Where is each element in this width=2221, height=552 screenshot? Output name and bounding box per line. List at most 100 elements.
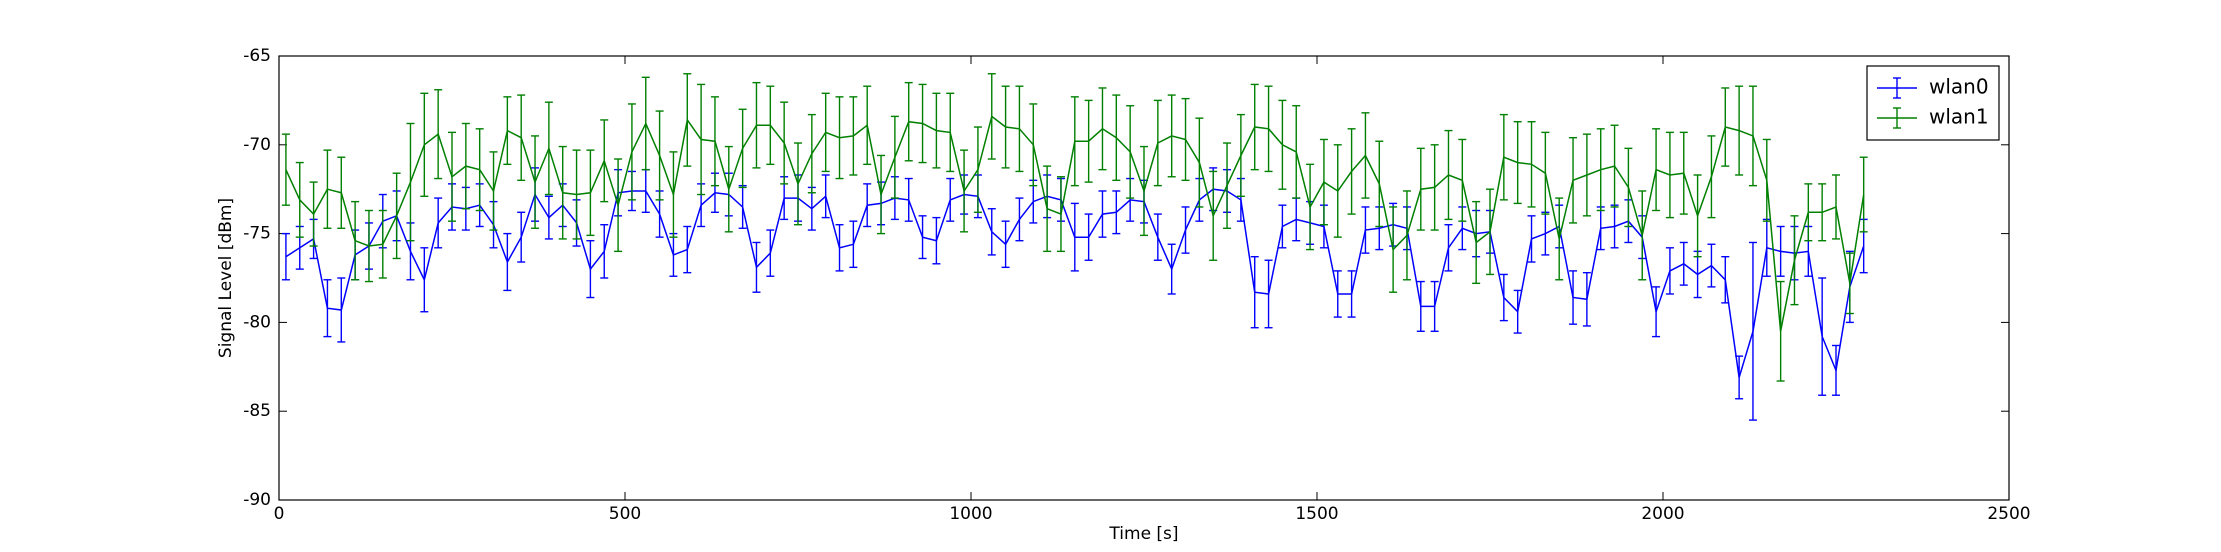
error-bar (946, 177, 955, 222)
error-bar (461, 122, 470, 210)
legend-label: wlan0 (1929, 75, 1989, 99)
error-bar (1679, 131, 1688, 215)
error-bar (1707, 243, 1716, 288)
error-bar (863, 183, 872, 228)
error-bar (378, 209, 387, 279)
error-bar (1347, 270, 1356, 318)
y-tick-label: -75 (243, 224, 271, 244)
error-bar (558, 145, 567, 240)
error-bar (1444, 224, 1453, 272)
error-bar (1167, 243, 1176, 295)
error-bar (1707, 135, 1716, 219)
error-bar (1804, 183, 1813, 242)
error-bar (1527, 215, 1536, 263)
error-bar (766, 229, 775, 277)
error-bar (1250, 83, 1259, 171)
error-bar (890, 115, 899, 199)
error-bar (738, 108, 747, 189)
error-bar (1264, 259, 1273, 329)
error-bar (1029, 103, 1038, 187)
error-bar (1278, 99, 1287, 190)
x-tick-label: 1000 (949, 504, 992, 524)
error-bar (1693, 174, 1702, 258)
y-tick-label: -70 (243, 135, 271, 155)
error-bar (835, 224, 844, 272)
y-axis-label: Signal Level [dBm] (216, 198, 236, 358)
error-bar (281, 232, 290, 281)
error-bar (281, 133, 290, 206)
error-bar (821, 174, 830, 219)
error-bar (309, 181, 318, 247)
error-bar (849, 96, 858, 176)
legend-label: wlan1 (1929, 105, 1989, 129)
error-bar (683, 73, 692, 167)
error-bar (1430, 144, 1439, 231)
error-bar (1361, 112, 1370, 199)
error-bar (946, 92, 955, 173)
error-bar (1347, 128, 1356, 215)
error-bar (697, 83, 706, 196)
error-bar (918, 215, 927, 260)
error-bar (351, 200, 360, 281)
error-bar (1015, 197, 1024, 242)
error-bar (1735, 355, 1744, 400)
error-bar (1721, 255, 1730, 304)
error-bar (1043, 165, 1052, 253)
error-bar (517, 211, 526, 263)
error-bar (1098, 87, 1107, 171)
error-bar (1527, 121, 1536, 208)
error-bar (1652, 128, 1661, 212)
error-bar (503, 232, 512, 292)
error-bar (1582, 133, 1591, 217)
error-bar (877, 154, 886, 235)
error-bar (710, 96, 719, 187)
error-bar (503, 96, 512, 166)
error-bar (987, 208, 996, 256)
error-bar (1569, 270, 1578, 325)
error-bar (1832, 344, 1840, 396)
error-bar (918, 83, 927, 164)
error-bar (821, 92, 830, 173)
y-tick-label: -90 (243, 490, 271, 510)
error-bar (1167, 94, 1176, 178)
error-bar (1112, 94, 1121, 182)
error-bar (1638, 190, 1647, 281)
error-bar (1776, 225, 1785, 277)
error-bar (1292, 105, 1301, 199)
x-tick-label: 2500 (1987, 504, 2030, 524)
error-bar (973, 126, 982, 213)
error-bar (600, 224, 609, 279)
error-bar (1735, 85, 1744, 176)
error-bar (1084, 213, 1093, 261)
y-tick-label: -85 (243, 401, 271, 421)
error-bar (987, 73, 996, 160)
error-bar (600, 119, 609, 203)
error-bar (586, 149, 595, 237)
error-bar (1458, 138, 1467, 222)
error-bar (1001, 85, 1010, 169)
error-bar (1555, 197, 1564, 281)
error-bar (1818, 277, 1827, 396)
error-bar (766, 85, 775, 166)
error-bar (1195, 117, 1204, 208)
error-bar (1610, 124, 1619, 208)
error-bar (1319, 138, 1328, 226)
error-bar (1665, 131, 1674, 219)
error-bar (1153, 99, 1162, 187)
error-bar (295, 161, 304, 238)
error-bar (1624, 147, 1633, 228)
error-bar (932, 92, 941, 169)
error-bar (1153, 213, 1162, 261)
error-bar (904, 177, 913, 222)
error-bar (780, 101, 789, 185)
error-bar (434, 197, 443, 249)
error-bar (489, 151, 498, 231)
error-bar (1333, 270, 1342, 318)
error-bar (420, 92, 429, 198)
error-bar (1015, 85, 1024, 173)
error-bar (517, 94, 526, 182)
error-bar (406, 122, 415, 242)
error-bar (1416, 147, 1425, 231)
error-bar (1070, 96, 1079, 187)
